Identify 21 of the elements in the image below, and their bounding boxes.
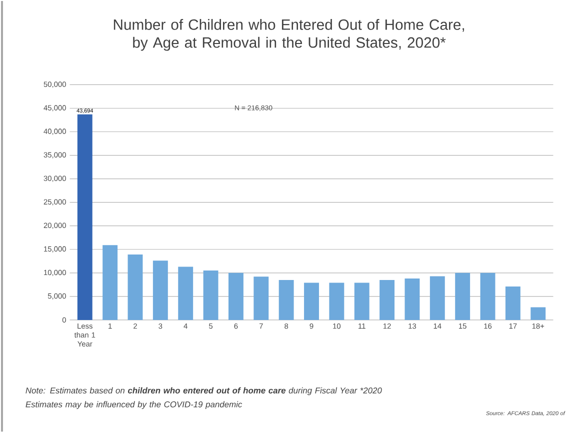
bar	[455, 273, 470, 320]
bar	[152, 260, 168, 320]
bar	[430, 276, 445, 320]
bar	[480, 273, 496, 320]
bar	[77, 114, 92, 320]
bar	[254, 276, 269, 320]
chart-title: Number of Children who Entered Out of Home Care, by Age at Removal in the United States, 2020*	[114, 19, 464, 51]
bar	[178, 266, 194, 320]
bar	[530, 307, 546, 320]
bar	[505, 286, 520, 320]
bar	[329, 282, 344, 320]
bar	[404, 278, 420, 320]
text: Note: Estimates based on children who entered out of home care during Fiscal Year *2020 Estimates may be influenced by the COVID-19 pandemic	[26, 387, 382, 410]
bar	[228, 273, 244, 320]
bar	[128, 254, 143, 320]
bar	[304, 282, 319, 320]
bar	[203, 270, 218, 320]
bar	[354, 282, 370, 320]
bar	[278, 280, 294, 320]
bar	[102, 245, 118, 320]
bar	[380, 280, 395, 320]
